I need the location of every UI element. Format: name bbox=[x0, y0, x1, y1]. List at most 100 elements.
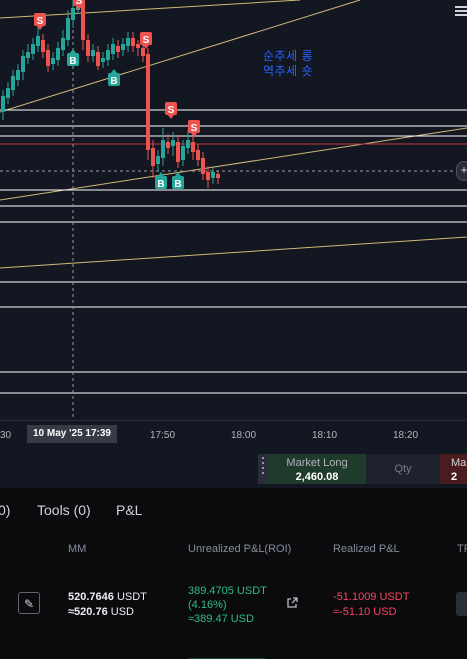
candle-body bbox=[16, 70, 20, 80]
market-short-label: Ma bbox=[451, 457, 467, 469]
add-alert-icon[interactable]: + bbox=[456, 161, 467, 181]
mm-usd-unit: USD bbox=[110, 606, 134, 618]
candle-body bbox=[41, 40, 45, 52]
mm-usdt-unit: USDT bbox=[116, 591, 147, 603]
time-tick: 18:10 bbox=[312, 430, 338, 441]
svg-text:B: B bbox=[69, 56, 76, 67]
unrealized-roi: (4.16%) bbox=[188, 599, 227, 611]
unrealized-usdt: 389.4705 USDT bbox=[188, 585, 267, 597]
header-unrealized: Unrealized P&L(ROI) bbox=[188, 543, 292, 555]
candle-body bbox=[71, 8, 75, 20]
candle-body bbox=[81, 4, 85, 40]
candle-body bbox=[66, 18, 70, 40]
svg-text:B: B bbox=[110, 76, 117, 87]
candle-body bbox=[156, 156, 160, 164]
drag-handle-icon[interactable] bbox=[258, 454, 268, 484]
candle-body bbox=[141, 48, 145, 56]
candle-body bbox=[106, 50, 110, 60]
edit-margin-button[interactable]: ✎ bbox=[18, 592, 40, 614]
market-long-price: 2,460.08 bbox=[295, 471, 339, 483]
sell-signal-marker: S bbox=[165, 102, 177, 119]
sell-signal-marker: S bbox=[73, 0, 85, 10]
market-long-button[interactable]: Market Long 2,460.08 bbox=[268, 454, 366, 484]
header-realized: Realized P&L bbox=[333, 543, 400, 555]
trend-line bbox=[0, 127, 467, 201]
share-external-icon[interactable] bbox=[286, 597, 298, 609]
svg-text:B: B bbox=[174, 179, 181, 190]
time-axis[interactable]: 30 10 May '25 17:39 17:50 18:00 18:10 18… bbox=[0, 420, 467, 449]
candle-body bbox=[151, 148, 155, 166]
time-tick: 17:50 bbox=[150, 430, 176, 441]
next-row-peek: ▬▬▬▬▬▬▬ bbox=[188, 653, 265, 659]
annotation-short: 역추세 숏 bbox=[263, 64, 313, 78]
candle-body bbox=[191, 142, 195, 152]
svg-text:S: S bbox=[191, 123, 198, 134]
mm-usd-value: ≈520.76 bbox=[68, 606, 108, 618]
annotation-long: 순추세 롱 bbox=[263, 49, 313, 63]
candle-body bbox=[206, 172, 210, 180]
candle-body bbox=[126, 38, 130, 46]
crosshair-time-label: 10 May '25 17:39 bbox=[27, 425, 117, 443]
candle-body bbox=[161, 140, 165, 158]
candle-body bbox=[121, 44, 125, 50]
candle-body bbox=[21, 56, 25, 72]
candle-body bbox=[11, 76, 15, 90]
market-short-button[interactable]: Ma 2 bbox=[440, 454, 467, 484]
trend-line bbox=[0, 236, 467, 269]
candle-body bbox=[96, 52, 100, 66]
candle-body bbox=[181, 146, 185, 160]
qty-input[interactable]: Qty bbox=[366, 454, 440, 484]
realized-usd: ≈-51.10 USD bbox=[333, 606, 397, 618]
header-mm: MM bbox=[68, 543, 87, 555]
tp-sl-button[interactable] bbox=[456, 592, 467, 616]
unrealized-usd: ≈389.47 USD bbox=[188, 613, 254, 625]
sell-signal-marker: S bbox=[34, 13, 46, 30]
time-tick: 18:00 bbox=[231, 430, 257, 441]
buy-signal-marker: B bbox=[108, 69, 120, 87]
buy-signal-marker: B bbox=[155, 172, 167, 190]
svg-text:S: S bbox=[168, 105, 175, 116]
candle-body bbox=[26, 52, 30, 58]
candle-body bbox=[86, 40, 90, 56]
candle-body bbox=[201, 158, 205, 174]
time-tick: 30 bbox=[0, 430, 12, 441]
tab-pnl[interactable]: P&L bbox=[116, 502, 143, 518]
candle-body bbox=[216, 174, 220, 178]
mm-usdt-value: 520.7646 bbox=[68, 591, 114, 603]
candle-body bbox=[186, 140, 190, 148]
trend-line bbox=[0, 0, 361, 113]
market-long-label: Market Long bbox=[286, 457, 348, 469]
chart-menu-icon[interactable] bbox=[455, 4, 467, 18]
sell-signal-marker: S bbox=[140, 32, 152, 49]
trend-line bbox=[0, 0, 301, 19]
candle-body bbox=[136, 44, 140, 48]
candle-body bbox=[146, 54, 150, 150]
candles-group bbox=[1, 0, 220, 188]
tab-positions[interactable]: 0) bbox=[0, 502, 11, 518]
candle-body bbox=[101, 58, 105, 62]
candle-body bbox=[91, 50, 95, 56]
header-tp: TP bbox=[457, 543, 467, 555]
buy-signal-marker: B bbox=[172, 172, 184, 190]
candle-body bbox=[1, 96, 5, 112]
candle-body bbox=[211, 172, 215, 178]
candle-body bbox=[131, 38, 135, 46]
buy-signal-marker: B bbox=[67, 49, 79, 67]
tab-tools[interactable]: Tools (0) bbox=[37, 502, 91, 518]
svg-text:B: B bbox=[157, 179, 164, 190]
svg-text:S: S bbox=[37, 16, 44, 27]
market-short-price: 2 bbox=[451, 471, 458, 483]
candle-body bbox=[31, 44, 35, 54]
candle-body bbox=[171, 140, 175, 146]
svg-text:S: S bbox=[76, 0, 83, 7]
candle-body bbox=[51, 58, 55, 64]
candle-body bbox=[6, 88, 10, 98]
candle-body bbox=[111, 44, 115, 54]
realized-usdt: -51.1009 USDT bbox=[333, 591, 410, 603]
svg-text:S: S bbox=[143, 35, 150, 46]
candle-body bbox=[61, 38, 65, 50]
mm-usdt: 520.7646 USDT bbox=[68, 590, 147, 604]
